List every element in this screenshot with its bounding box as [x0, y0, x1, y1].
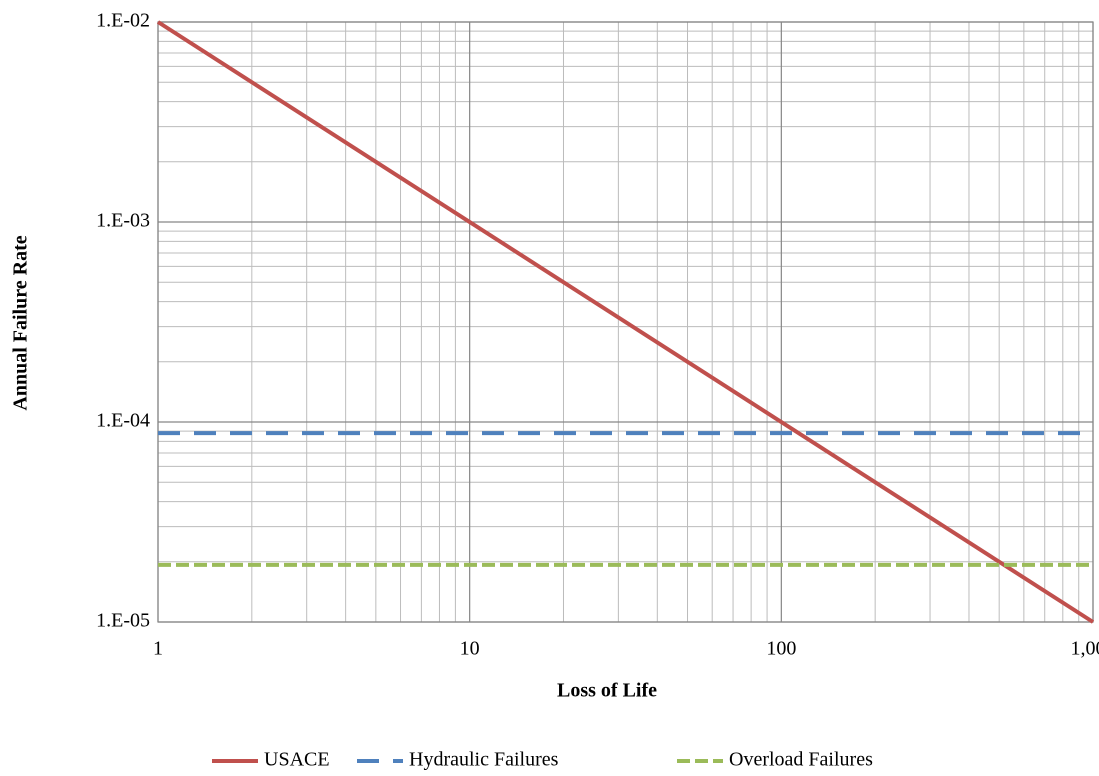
data-line	[156, 20, 1095, 624]
x-tick-label: 1	[153, 638, 163, 660]
x-axis-label: Loss of Life	[557, 680, 657, 702]
plot-border	[157, 21, 1094, 623]
x-tick-label: 10	[460, 638, 480, 660]
legend-label: Overload Failures	[729, 749, 873, 771]
y-tick-label: 1.E-04	[96, 410, 150, 432]
y-tick-label: 1.E-03	[96, 210, 150, 232]
legend-label: Hydraulic Failures	[409, 749, 559, 771]
x-tick-label: 100	[766, 638, 796, 660]
y-tick-label: 1.E-05	[96, 610, 150, 632]
legend-label: USACE	[264, 749, 330, 771]
x-tick-label: 1,000	[1071, 638, 1099, 660]
y-tick-label: 1.E-02	[96, 10, 150, 32]
y-axis-label: Annual Failure Rate	[10, 235, 32, 410]
